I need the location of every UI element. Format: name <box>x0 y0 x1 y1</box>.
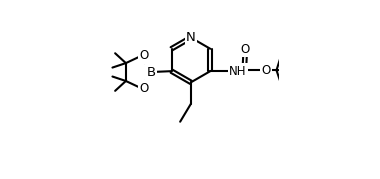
Text: N: N <box>186 31 196 44</box>
Text: O: O <box>139 82 149 95</box>
Text: NH: NH <box>229 65 247 78</box>
Text: O: O <box>139 49 149 62</box>
Text: O: O <box>261 64 271 77</box>
Text: B: B <box>146 66 155 79</box>
Text: O: O <box>241 43 250 56</box>
